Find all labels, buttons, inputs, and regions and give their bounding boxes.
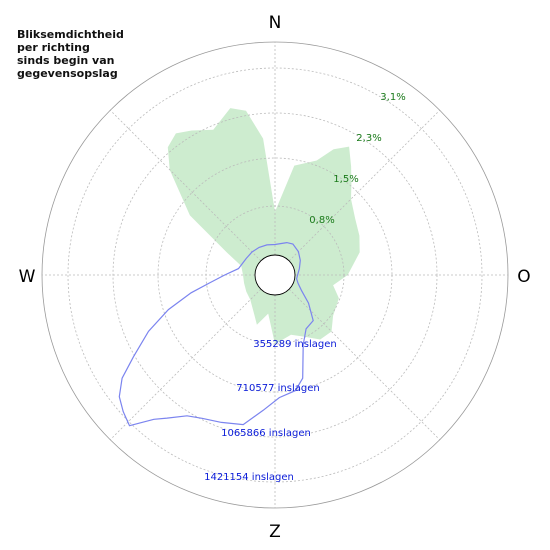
chart-title: Bliksemdichtheid per richting sinds begi… <box>17 28 157 80</box>
compass-label: N <box>269 13 282 33</box>
density-ring-label: 0,8% <box>309 215 334 226</box>
density-ring-label: 3,1% <box>380 92 405 103</box>
grid-spoke <box>288 288 441 441</box>
strikes-ring-label: 1421154 inslagen <box>204 472 294 483</box>
density-ring-label: 2,3% <box>356 133 381 144</box>
title-line: per richting <box>17 41 90 54</box>
compass-label: Z <box>269 522 281 542</box>
grid-spoke <box>288 109 441 262</box>
compass-label: W <box>19 267 36 287</box>
grid-ring <box>67 67 483 483</box>
strikes-ring-label: 710577 inslagen <box>236 383 319 394</box>
grid-spoke <box>109 288 262 441</box>
compass-label: O <box>517 267 530 287</box>
strikes-line <box>118 241 314 427</box>
density-ring-label: 1,5% <box>333 174 358 185</box>
density-area <box>167 108 360 345</box>
strikes-ring-label: 1065866 inslagen <box>221 428 311 439</box>
center-hole <box>254 254 296 296</box>
strikes-ring-label: 355289 inslagen <box>253 339 336 350</box>
title-line: gegevensopslag <box>17 67 118 80</box>
title-line: Bliksemdichtheid <box>17 28 124 41</box>
title-line: sinds begin van <box>17 54 115 67</box>
grid-spoke <box>109 109 262 262</box>
